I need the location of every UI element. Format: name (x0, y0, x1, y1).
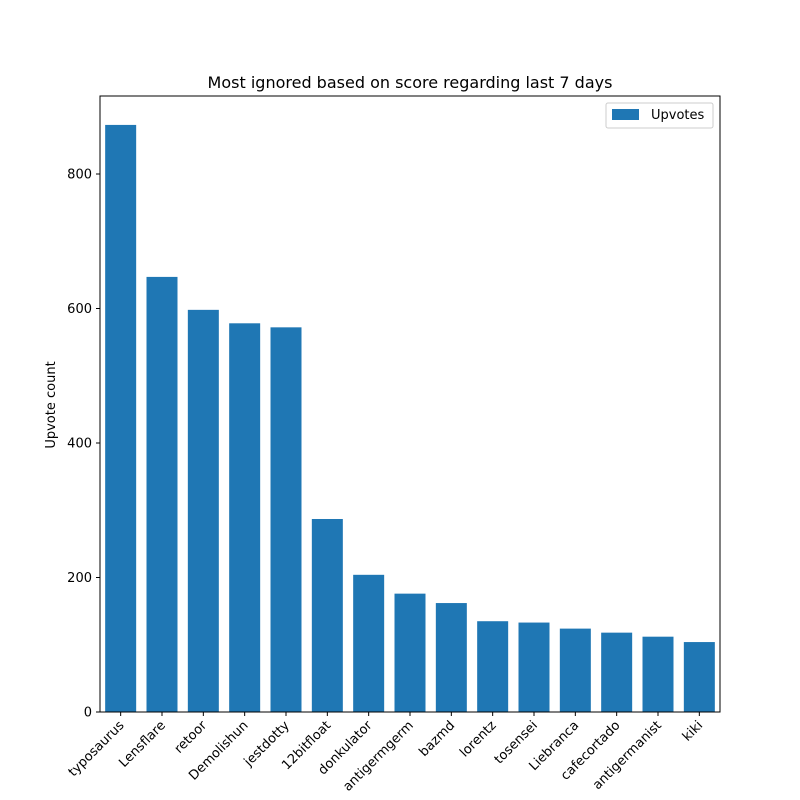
y-axis-title: Upvote count (44, 361, 59, 448)
bar-bazmd (435, 603, 467, 712)
bar-lorentz (477, 621, 509, 712)
y-tick-label: 200 (67, 571, 92, 586)
bars-group (105, 124, 715, 712)
bar-retoor (187, 309, 219, 712)
y-tick-label: 400 (67, 437, 92, 452)
bar-donkulator (353, 574, 385, 712)
bar-kiki (683, 642, 715, 712)
y-tick-label: 600 (67, 302, 92, 317)
bar-antigermgerm (394, 593, 426, 712)
legend-label: Upvotes (651, 108, 705, 123)
bar-tosensei (518, 622, 550, 712)
y-tick-label: 0 (84, 706, 92, 721)
y-tick-label: 800 (67, 168, 92, 183)
legend: Upvotes (605, 102, 714, 129)
bar-demolishun (229, 323, 261, 712)
legend-swatch (612, 109, 639, 120)
y-axis-ticks: 0 200 400 600 800 (67, 168, 100, 721)
bar-lensflare (146, 276, 178, 712)
plot-frame (99, 95, 721, 713)
bar-liebranca (559, 628, 591, 712)
bar-12bitfloat (311, 518, 343, 712)
bar-jestdotty (270, 327, 302, 712)
bar-antigermanist (642, 636, 674, 712)
bar-cafecortado (601, 632, 633, 712)
bar-typosaurus (105, 124, 137, 712)
chart-title: Most ignored based on score regarding la… (208, 73, 613, 92)
